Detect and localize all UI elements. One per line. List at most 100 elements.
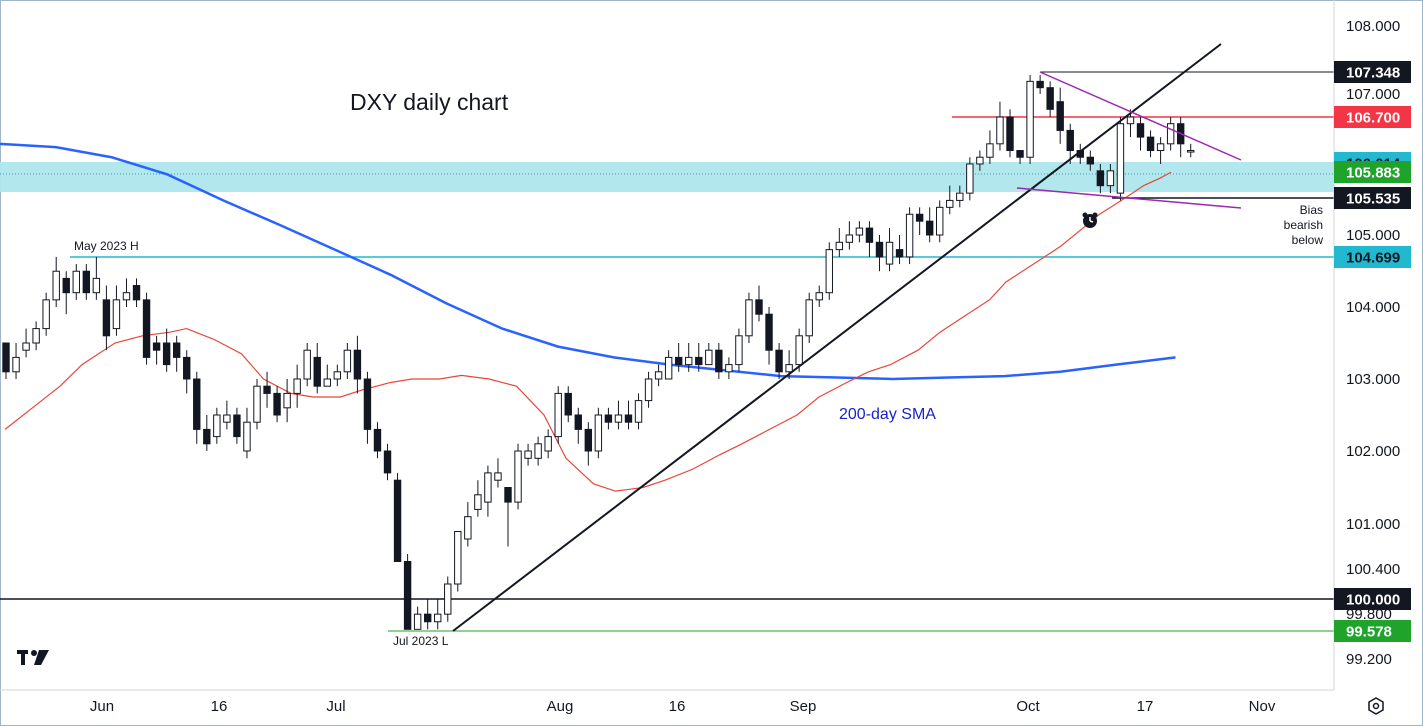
- time-tick-label: 17: [1137, 698, 1154, 715]
- price-tag: 104.699: [1334, 246, 1411, 268]
- candle: [172, 335, 181, 372]
- candle-body: [434, 613, 442, 623]
- price-tag: 105.883: [1334, 161, 1411, 183]
- time-tick-label: Sep: [790, 698, 817, 715]
- candle-body: [524, 450, 532, 459]
- price-tag-label: 104.699: [1346, 250, 1400, 267]
- moving-averages: [0, 142, 1176, 492]
- candle: [1116, 117, 1125, 201]
- uptrend-line: [452, 43, 1222, 632]
- candle: [594, 407, 603, 459]
- candle-body: [674, 356, 683, 366]
- candle: [413, 606, 422, 630]
- candle: [735, 328, 743, 372]
- candle: [765, 307, 773, 365]
- settings-icon[interactable]: [1368, 697, 1384, 715]
- price-tag-bg: [1334, 161, 1411, 183]
- time-tick-label: Jun: [90, 698, 114, 715]
- candle: [544, 429, 552, 459]
- candle-body: [32, 328, 40, 344]
- candle-body: [1086, 156, 1095, 165]
- candle-body: [654, 371, 663, 380]
- candle: [895, 235, 904, 265]
- candle-body: [544, 436, 552, 452]
- candle-body: [52, 270, 60, 301]
- candle: [474, 480, 482, 517]
- candle: [112, 285, 121, 336]
- candle: [2, 342, 10, 379]
- candle: [1106, 163, 1115, 194]
- candle: [1166, 117, 1175, 151]
- candle: [825, 242, 833, 300]
- bias-label-line2: bearish: [1284, 218, 1323, 232]
- candle-body: [152, 342, 161, 351]
- wedge-lower-line: [1016, 187, 1242, 209]
- candle: [62, 271, 70, 315]
- candle: [1006, 109, 1014, 158]
- price-tag: 107.348: [1334, 61, 1411, 83]
- candle-body: [664, 356, 673, 380]
- price-tag: 100.000: [1334, 588, 1411, 610]
- candle-body: [986, 143, 994, 158]
- candle-body: [233, 414, 241, 438]
- price-tick-label: 101.000: [1346, 516, 1400, 533]
- candle-body: [705, 349, 713, 366]
- candle: [534, 436, 542, 466]
- candle-body: [1106, 170, 1115, 187]
- candle-body: [564, 392, 572, 416]
- candle: [674, 343, 683, 372]
- candle-body: [423, 613, 432, 623]
- candle-body: [634, 400, 643, 423]
- candle-body: [1136, 123, 1145, 138]
- candle: [925, 207, 934, 243]
- candle: [956, 185, 964, 208]
- candle: [1026, 75, 1034, 164]
- candle: [976, 150, 984, 171]
- candle-body: [42, 299, 50, 330]
- candle: [343, 343, 352, 379]
- candle-body: [1056, 101, 1064, 131]
- candle: [634, 393, 643, 430]
- price-tag: 99.578: [1334, 620, 1411, 642]
- candle-body: [92, 277, 101, 294]
- candle-body: [815, 292, 823, 301]
- candle-body: [142, 299, 151, 358]
- candle: [1056, 87, 1064, 144]
- candle: [263, 371, 271, 408]
- candle-body: [1116, 123, 1125, 194]
- candle: [554, 386, 562, 444]
- candle-body: [554, 392, 562, 438]
- candle-body: [845, 234, 854, 243]
- candle: [614, 400, 623, 430]
- candle: [142, 292, 151, 365]
- candle: [705, 343, 713, 366]
- candle: [725, 357, 733, 379]
- candle: [835, 228, 844, 257]
- may-high-label: May 2023 H: [74, 239, 139, 253]
- candle: [313, 343, 321, 394]
- candle-body: [825, 249, 833, 294]
- candle: [584, 422, 593, 466]
- candle-body: [715, 349, 723, 373]
- candle: [996, 101, 1004, 151]
- candle: [373, 422, 382, 459]
- candle-body: [102, 299, 111, 337]
- candle: [283, 379, 291, 423]
- candle: [92, 256, 101, 300]
- candle: [393, 472, 402, 563]
- candle-body: [333, 371, 342, 380]
- candle-body: [1166, 123, 1175, 145]
- price-tag-bg: [1334, 61, 1411, 83]
- candle-body: [946, 199, 954, 208]
- candle-body: [1036, 80, 1044, 89]
- candle: [12, 343, 20, 379]
- candle-body: [62, 277, 70, 294]
- candle-body: [865, 227, 874, 243]
- candle: [183, 350, 191, 394]
- bias-label-line3: below: [1292, 233, 1324, 247]
- candle-body: [795, 335, 803, 366]
- candle: [444, 576, 452, 622]
- price-tag-bg: [1334, 246, 1411, 268]
- candle-body: [534, 443, 542, 459]
